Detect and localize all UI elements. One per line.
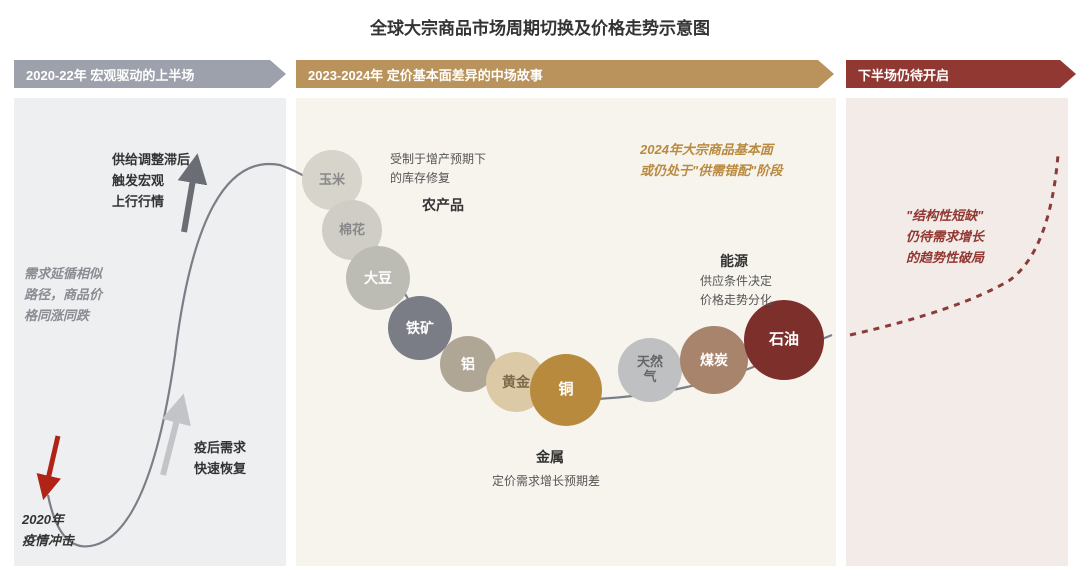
chevron-right-icon — [270, 60, 286, 88]
annotation-line: 疫后需求 — [194, 438, 246, 459]
bubble-label: 天然 气 — [637, 355, 663, 385]
phase-bar-p1: 2020-22年 宏观驱动的上半场 — [14, 60, 286, 88]
phase-bar-p3: 下半场仍待开启 — [846, 60, 1076, 88]
chevron-right-icon — [818, 60, 834, 88]
bubble-label: 铜 — [558, 381, 573, 398]
phase-label: 2020-22年 宏观驱动的上半场 — [14, 60, 270, 88]
annotation-line: 金属 — [536, 446, 564, 468]
chevron-right-icon — [1060, 60, 1076, 88]
annotation-t8a: 金属 — [536, 446, 564, 468]
annotation-t5b: 农产品 — [422, 194, 464, 216]
bubble-label: 铁矿 — [406, 320, 434, 336]
page-title: 全球大宗商品市场周期切换及价格走势示意图 — [0, 14, 1080, 39]
bubble-label: 煤炭 — [700, 352, 728, 368]
annotation-t7: 供应条件决定价格走势分化 — [700, 272, 772, 310]
annotation-line: 上行行情 — [112, 192, 190, 213]
commodity-bubble-copper: 铜 — [530, 354, 602, 426]
commodity-bubble-ngas: 天然 气 — [618, 338, 682, 402]
annotation-t1: 供给调整滞后触发宏观上行行情 — [112, 150, 190, 212]
annotation-line: 仍待需求增长 — [906, 227, 984, 248]
annotation-line: 的库存修复 — [390, 169, 486, 188]
phase-label: 2023-2024年 定价基本面差异的中场故事 — [296, 60, 818, 88]
bubble-label: 黄金 — [502, 374, 530, 390]
phase-label: 下半场仍待开启 — [846, 60, 1060, 88]
annotation-line: 或仍处于"供需错配"阶段 — [640, 161, 782, 182]
panel3 — [846, 98, 1068, 566]
phase-bar-p2: 2023-2024年 定价基本面差异的中场故事 — [296, 60, 834, 88]
annotation-line: 价格走势分化 — [700, 291, 772, 310]
annotation-t5: 受制于增产预期下的库存修复 — [390, 150, 486, 188]
annotation-line: 能源 — [720, 250, 748, 272]
annotation-t4: 2020年疫情冲击 — [22, 510, 74, 552]
annotation-t8: 定价需求增长预期差 — [492, 472, 600, 491]
bubble-label: 大豆 — [364, 270, 392, 286]
annotation-t2: 需求延循相似路径，商品价格同涨同跌 — [24, 264, 102, 326]
annotation-line: 格同涨同跌 — [24, 306, 102, 327]
commodity-bubble-coal: 煤炭 — [680, 326, 748, 394]
annotation-line: 2024年大宗商品基本面 — [640, 140, 782, 161]
bubble-label: 玉米 — [319, 173, 345, 188]
annotation-line: 2020年 — [22, 510, 74, 531]
annotation-line: 受制于增产预期下 — [390, 150, 486, 169]
annotation-line: 供应条件决定 — [700, 272, 772, 291]
annotation-line: 供给调整滞后 — [112, 150, 190, 171]
annotation-line: 路径，商品价 — [24, 285, 102, 306]
annotation-line: 触发宏观 — [112, 171, 190, 192]
annotation-t6: 2024年大宗商品基本面或仍处于"供需错配"阶段 — [640, 140, 782, 182]
annotation-t3: 疫后需求快速恢复 — [194, 438, 246, 480]
annotation-t7a: 能源 — [720, 250, 748, 272]
commodity-bubble-oil: 石油 — [744, 300, 824, 380]
commodity-bubble-soy: 大豆 — [346, 246, 410, 310]
annotation-line: 的趋势性破局 — [906, 248, 984, 269]
bubble-label: 铝 — [461, 356, 475, 372]
annotation-line: 需求延循相似 — [24, 264, 102, 285]
annotation-t9: "结构性短缺"仍待需求增长的趋势性破局 — [906, 206, 984, 268]
annotation-line: "结构性短缺" — [906, 206, 984, 227]
annotation-line: 农产品 — [422, 194, 464, 216]
bubble-label: 棉花 — [339, 223, 365, 238]
bubble-label: 石油 — [769, 331, 799, 348]
annotation-line: 疫情冲击 — [22, 531, 74, 552]
annotation-line: 定价需求增长预期差 — [492, 472, 600, 491]
annotation-line: 快速恢复 — [194, 459, 246, 480]
